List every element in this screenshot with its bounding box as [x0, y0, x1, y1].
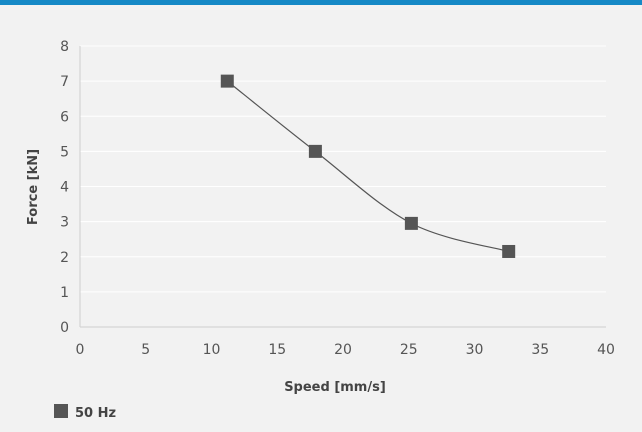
- y-tick-label: 1: [60, 285, 69, 301]
- y-tick-label: 5: [60, 144, 69, 160]
- data-point-50hz: [308, 144, 322, 158]
- x-tick-label: 25: [400, 342, 418, 358]
- series-line-50hz: [226, 80, 509, 253]
- x-axis-title: Speed [mm/s]: [284, 380, 386, 395]
- x-tick-label: 10: [203, 342, 221, 358]
- x-tick-label: 30: [466, 342, 484, 358]
- x-tick-label: 15: [268, 342, 286, 358]
- y-tick-label: 8: [60, 39, 69, 55]
- y-tick-label: 6: [60, 109, 69, 125]
- x-tick-label: 20: [334, 342, 352, 358]
- y-tick-label: 4: [60, 180, 69, 196]
- x-tick-label: 5: [141, 342, 150, 358]
- y-tick-label: 0: [60, 320, 69, 336]
- data-point-50hz: [404, 216, 418, 230]
- x-tick-label: 0: [76, 342, 85, 358]
- y-tick-label: 2: [60, 250, 69, 266]
- legend-label-50hz: 50 Hz: [75, 406, 116, 421]
- x-tick-label: 35: [531, 342, 549, 358]
- legend: 50 Hz: [54, 404, 116, 421]
- y-axis-title: Force [kN]: [26, 149, 41, 225]
- y-tick-label: 3: [60, 215, 69, 231]
- x-tick-label: 40: [597, 342, 615, 358]
- y-tick-label: 7: [60, 74, 69, 90]
- axis-layer: 0 1 2 3 4 5 6 7 8 0 5 10 15 20 25 30 35 40: [60, 39, 615, 358]
- grid-layer: [80, 45, 606, 328]
- data-point-50hz: [220, 74, 234, 88]
- series-layer: [220, 74, 516, 258]
- data-point-50hz: [502, 244, 516, 258]
- legend-marker-50hz: [54, 404, 68, 418]
- header-band: [0, 0, 642, 5]
